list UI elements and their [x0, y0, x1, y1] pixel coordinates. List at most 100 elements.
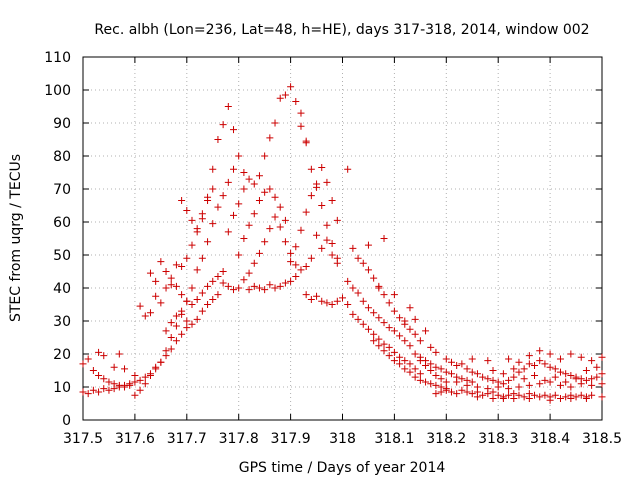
x-tick-label: 318.4 — [530, 431, 570, 447]
x-tick-label: 317.9 — [271, 431, 311, 447]
y-tick-label: 100 — [44, 83, 71, 99]
data-point — [551, 391, 559, 399]
data-point — [126, 381, 134, 389]
data-point — [250, 259, 258, 267]
data-point — [380, 347, 388, 355]
data-point — [281, 279, 289, 287]
data-point — [323, 299, 331, 307]
data-point — [562, 378, 570, 386]
data-point — [588, 375, 596, 383]
data-point — [209, 165, 217, 173]
y-tick-label: 60 — [53, 215, 71, 231]
data-point — [178, 291, 186, 299]
data-point — [204, 193, 212, 201]
data-point — [172, 322, 180, 330]
data-point — [505, 385, 513, 393]
data-point — [323, 221, 331, 229]
data-point — [209, 220, 217, 228]
y-tick-label: 10 — [53, 380, 71, 396]
data-point — [157, 299, 165, 307]
data-point — [235, 251, 243, 259]
data-point — [375, 335, 383, 343]
data-point — [250, 180, 258, 188]
data-point — [162, 284, 170, 292]
data-point — [546, 350, 554, 358]
data-point — [172, 337, 180, 345]
data-point — [178, 330, 186, 338]
data-point — [183, 317, 191, 325]
data-point — [437, 365, 445, 373]
chart-title: Rec. albh (Lon=236, Lat=48, h=HE), days … — [94, 22, 589, 38]
data-point — [432, 390, 440, 398]
data-point — [136, 302, 144, 310]
y-tick-label: 90 — [53, 116, 71, 132]
data-point — [364, 325, 372, 333]
data-point — [240, 235, 248, 242]
data-point — [562, 393, 570, 401]
data-point — [432, 363, 440, 371]
data-point — [427, 360, 435, 368]
data-point — [489, 376, 497, 384]
data-point — [235, 284, 243, 292]
data-point — [307, 165, 315, 173]
data-point — [510, 373, 518, 381]
data-point — [505, 376, 513, 384]
data-point — [255, 197, 263, 205]
data-point — [494, 391, 502, 399]
data-point — [354, 254, 362, 262]
data-point — [463, 388, 471, 396]
data-point — [541, 376, 549, 384]
data-point — [333, 259, 341, 267]
data-point — [214, 203, 222, 211]
data-point — [582, 376, 590, 384]
data-point — [458, 386, 466, 394]
data-point — [318, 164, 326, 172]
data-point — [416, 370, 424, 378]
x-tick-label: 318.2 — [426, 431, 466, 447]
data-point — [385, 299, 393, 307]
data-point — [172, 282, 180, 290]
data-point — [536, 357, 544, 365]
data-point — [396, 353, 404, 361]
data-point — [152, 365, 160, 373]
data-point — [105, 378, 113, 386]
data-point — [453, 378, 461, 386]
data-point — [266, 225, 274, 233]
data-point — [468, 378, 476, 386]
data-point — [110, 363, 118, 371]
x-tick-label: 318.3 — [478, 431, 518, 447]
data-point — [556, 395, 564, 403]
data-point — [473, 370, 481, 378]
data-point — [354, 315, 362, 323]
data-point — [276, 94, 284, 102]
data-point — [463, 381, 471, 389]
data-point — [271, 119, 279, 127]
data-point — [494, 383, 502, 391]
data-point — [370, 337, 378, 345]
data-point — [422, 378, 430, 386]
data-point — [297, 226, 305, 234]
data-point — [562, 370, 570, 378]
data-point — [411, 315, 419, 323]
data-point — [598, 370, 606, 378]
data-point — [95, 388, 103, 396]
data-point — [318, 297, 326, 305]
data-point — [115, 381, 123, 389]
data-point — [188, 301, 196, 308]
data-point — [489, 388, 497, 396]
data-point — [95, 371, 103, 379]
data-point — [297, 109, 305, 117]
data-point — [193, 228, 201, 236]
data-point — [567, 371, 575, 379]
data-point — [515, 358, 523, 366]
data-point — [536, 347, 544, 355]
data-point — [432, 381, 440, 389]
data-point — [577, 391, 585, 399]
data-point — [100, 375, 108, 383]
data-point — [499, 380, 507, 388]
data-point — [577, 380, 585, 388]
data-point — [266, 281, 274, 289]
data-point — [468, 368, 476, 376]
data-point — [396, 360, 404, 368]
